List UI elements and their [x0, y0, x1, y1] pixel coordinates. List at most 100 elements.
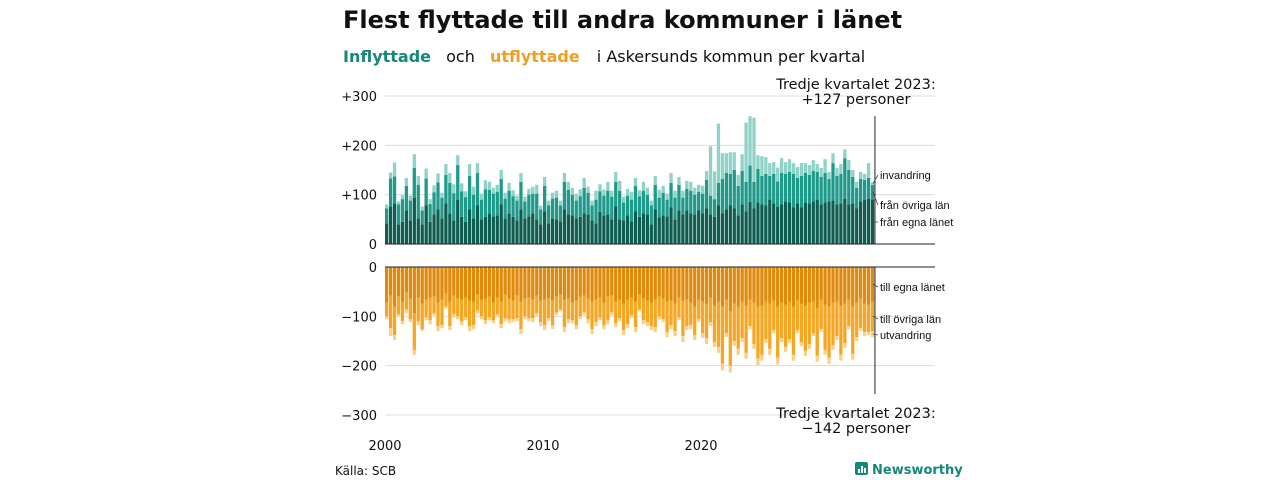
bar-segment [752, 302, 756, 344]
bar-segment [835, 175, 839, 205]
bar-segment [491, 267, 495, 303]
bar-segment [495, 191, 499, 216]
bar-segment [400, 199, 405, 222]
bar-segment [614, 206, 618, 244]
bar-segment [479, 199, 484, 220]
newsworthy-logo[interactable]: Newsworthy [855, 462, 963, 478]
bar-segment [570, 194, 574, 216]
bar-segment [760, 267, 764, 306]
bar-segment [859, 267, 863, 299]
bar-segment [633, 177, 638, 186]
subtitle-utflyttade: utflyttade [490, 47, 580, 66]
bar-segment [669, 300, 673, 326]
bar-segment [783, 304, 788, 347]
bar-segment [701, 185, 705, 194]
bar-segment [803, 305, 807, 351]
bar-segment [432, 185, 436, 193]
bar-segment [780, 172, 784, 205]
bar-segment [582, 177, 586, 188]
bar-segment [732, 208, 736, 244]
bar-segment [412, 349, 416, 355]
bar-segment [444, 203, 448, 244]
bar-segment [669, 267, 673, 301]
bar-segment [622, 220, 626, 244]
bar-segment [811, 160, 815, 171]
bar-segment [720, 153, 725, 179]
bar-segment [408, 267, 412, 299]
bar-segment [448, 301, 452, 327]
bar-segment [673, 303, 677, 332]
bar-segment [768, 175, 772, 200]
bar-segment [641, 298, 646, 321]
ytick-top: +100 [341, 189, 377, 204]
bar-segment [831, 153, 835, 164]
bar-segment [586, 186, 590, 193]
bar-segment [618, 180, 622, 191]
bar-segment [815, 199, 819, 244]
bar-segment [756, 306, 760, 359]
bar-segment [637, 196, 642, 217]
bar-segment [444, 164, 448, 175]
bar-segment [728, 205, 732, 244]
bar-segment [748, 267, 752, 300]
bar-segment [543, 299, 547, 326]
bar-segment [444, 174, 448, 204]
bar-segment [483, 298, 488, 321]
bar-segment [436, 326, 440, 332]
bar-segment [539, 267, 543, 301]
bar-segment [400, 195, 405, 200]
bar-segment [562, 172, 567, 182]
bar-segment [456, 316, 460, 320]
bar-segment [499, 178, 503, 205]
bar-segment [851, 353, 855, 360]
bar-segment [637, 190, 642, 197]
bar-segment [629, 315, 634, 319]
bar-segment [598, 211, 602, 244]
bar-segment [827, 357, 831, 364]
bar-segment [625, 299, 630, 325]
bar-segment [716, 205, 721, 244]
bar-segment [543, 176, 547, 186]
bar-segment [396, 314, 401, 317]
bar-segment [645, 187, 649, 195]
bar-segment [527, 188, 531, 195]
bar-segment [701, 267, 705, 302]
bar-segment [752, 181, 756, 209]
bar-segment [543, 267, 547, 300]
bar-segment [870, 182, 875, 185]
bar-segment [772, 330, 776, 334]
inflow-bars [385, 116, 875, 244]
bar-segment [803, 350, 807, 356]
bar-segment [535, 219, 539, 244]
bar-segment [495, 297, 499, 315]
bar-segment [400, 321, 405, 325]
bar-segment [495, 215, 499, 244]
bar-segment [523, 267, 527, 299]
bar-segment [862, 179, 867, 200]
bar-segment [776, 181, 780, 207]
bar-segment [566, 214, 570, 244]
bar-segment [558, 205, 563, 222]
bar-segment [436, 209, 440, 244]
bar-segment [720, 267, 725, 307]
xtick-label: 2000 [368, 439, 401, 454]
bar-segment [736, 185, 740, 216]
bar-segment [385, 316, 389, 320]
bar-segment [661, 319, 665, 323]
bar-segment [460, 191, 464, 217]
bar-segment [791, 306, 796, 355]
bar-segment [862, 332, 867, 337]
bar-segment [416, 321, 420, 326]
bar-segment [661, 192, 665, 216]
bar-segment [716, 267, 721, 302]
bar-segment [677, 184, 681, 211]
bar-segment [752, 343, 756, 349]
bar-segment [507, 213, 511, 244]
bar-segment [649, 200, 653, 206]
bar-segment [704, 267, 709, 304]
bar-segment [539, 224, 543, 244]
bar-segment [847, 267, 851, 300]
bar-segment [566, 298, 570, 320]
bar-segment [436, 302, 440, 327]
bar-segment [467, 175, 472, 210]
